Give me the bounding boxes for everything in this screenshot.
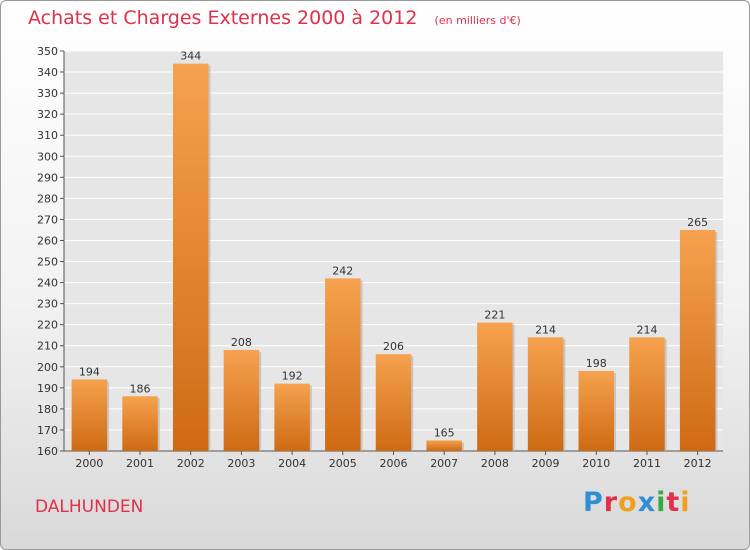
bar-value-label: 186	[130, 382, 151, 395]
y-tick-label: 260	[37, 234, 58, 247]
chart-subtitle: (en milliers d'€)	[434, 14, 521, 27]
y-tick-label: 190	[37, 382, 58, 395]
y-tick-label: 340	[37, 66, 58, 79]
bar	[71, 379, 108, 451]
y-tick-label: 310	[37, 129, 58, 142]
bar-value-label: 214	[636, 323, 657, 336]
y-tick-label: 290	[37, 171, 58, 184]
x-tick-label: 2001	[126, 457, 154, 470]
y-tick-label: 180	[37, 403, 58, 416]
commune-name: DALHUNDEN	[35, 497, 144, 517]
bar	[325, 278, 361, 451]
y-tick-label: 320	[37, 108, 58, 121]
x-tick-label: 2010	[582, 457, 610, 470]
y-tick-label: 170	[37, 424, 58, 437]
bar-value-label: 206	[383, 340, 404, 353]
y-tick-label: 330	[37, 87, 58, 100]
bar	[477, 322, 513, 451]
bar-value-label: 344	[180, 50, 201, 63]
proxiti-logo: Proxiti	[583, 487, 691, 518]
logo-letter: P	[583, 487, 604, 518]
bar-value-label: 214	[535, 323, 556, 336]
x-tick-label: 2012	[684, 457, 712, 470]
y-tick-label: 250	[37, 256, 58, 269]
y-tick-label: 210	[37, 340, 58, 353]
x-tick-label: 2007	[430, 457, 458, 470]
bar	[578, 371, 615, 451]
logo-letter: i	[656, 487, 667, 518]
y-tick-label: 240	[37, 277, 58, 290]
x-tick-label: 2004	[278, 457, 306, 470]
bar	[122, 396, 158, 451]
y-tick-label: 230	[37, 298, 58, 311]
bar	[679, 229, 716, 451]
chart-title-block: Achats et Charges Externes 2000 à 2012 (…	[28, 7, 521, 29]
bar	[426, 440, 462, 451]
bar	[223, 349, 260, 451]
y-tick-label: 200	[37, 361, 58, 374]
y-tick-label: 350	[37, 45, 58, 58]
bar	[375, 354, 412, 451]
x-tick-label: 2009	[532, 457, 560, 470]
x-tick-label: 2002	[177, 457, 205, 470]
x-tick-label: 2008	[481, 457, 509, 470]
bar-value-label: 208	[231, 336, 252, 349]
y-tick-label: 300	[37, 150, 58, 163]
logo-letter: x	[637, 487, 657, 518]
bar-value-label: 198	[586, 357, 607, 370]
bar	[172, 63, 209, 451]
x-tick-label: 2003	[227, 457, 255, 470]
bar-value-label: 242	[332, 264, 353, 277]
chart-title: Achats et Charges Externes 2000 à 2012	[28, 7, 418, 29]
bar-value-label: 221	[484, 309, 505, 322]
y-tick-label: 280	[37, 192, 58, 205]
bar	[629, 337, 665, 451]
bar-value-label: 194	[79, 365, 100, 378]
logo-letter: t	[666, 487, 681, 518]
bar-value-label: 265	[687, 216, 708, 229]
logo-letter: r	[603, 487, 619, 518]
bar-value-label: 165	[434, 426, 455, 439]
x-tick-label: 2006	[380, 457, 408, 470]
x-tick-label: 2005	[329, 457, 357, 470]
bar	[527, 337, 564, 451]
bar	[274, 383, 310, 451]
x-tick-label: 2011	[633, 457, 661, 470]
x-tick-label: 2000	[75, 457, 103, 470]
bar-value-label: 192	[282, 370, 303, 383]
logo-letter: i	[680, 487, 691, 518]
logo-letter: o	[618, 487, 638, 518]
y-tick-label: 270	[37, 213, 58, 226]
y-tick-label: 220	[37, 319, 58, 332]
y-tick-label: 160	[37, 445, 58, 458]
